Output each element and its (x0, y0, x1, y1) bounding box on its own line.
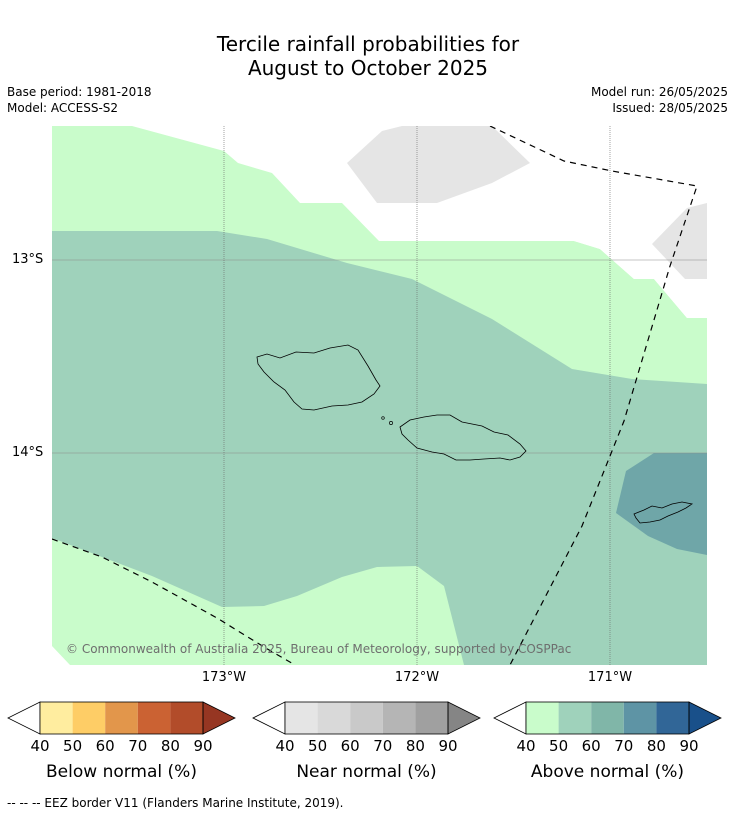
colorbar-below-tick-label: 90 (193, 737, 213, 755)
island-upolu (399, 414, 527, 461)
lat-label-14s: 14°S (12, 445, 44, 460)
issued-date: Issued: 28/05/2025 (612, 101, 728, 115)
colorbar-above-segment (623, 702, 657, 734)
region-white-top-right (574, 126, 707, 318)
colorbar-below-segment (170, 702, 203, 734)
meta-left: Base period: 1981-2018 Model: ACCESS-S2 (7, 84, 152, 116)
colorbar-above (493, 701, 722, 735)
colorbar-near-outline (284, 701, 449, 735)
colorbar-near-low-extend (252, 701, 286, 735)
region-white-bottom-left (52, 646, 70, 665)
colorbar-above-low-extend (493, 701, 527, 735)
region-above-60-70 (616, 453, 707, 555)
lon-label-173w: 173°W (201, 670, 247, 685)
colorbar-below (7, 701, 236, 735)
island-savaii (256, 344, 381, 411)
map-svg: © Commonwealth of Australia 2025, Bureau… (52, 126, 707, 665)
colorbar-below-high-extend (202, 701, 236, 735)
colorbar-above-segment (656, 702, 689, 734)
colorbar-below-segment (137, 702, 171, 734)
model-name: Model: ACCESS-S2 (7, 101, 119, 115)
title-line-1: Tercile rainfall probabilities for (216, 32, 520, 56)
colorbar-above-segment (591, 702, 624, 734)
colorbar-above-tick-label: 70 (614, 737, 634, 755)
colorbar-above-tick-label: 90 (679, 737, 699, 755)
eez-footnote: -- -- -- EEZ border V11 (Flanders Marine… (7, 796, 344, 810)
colorbar-above-segment (558, 702, 592, 734)
colorbar-above-segment (526, 702, 559, 734)
colorbar-near-high-extend (447, 701, 481, 735)
colorbar-below-tick-label: 80 (160, 737, 180, 755)
colorbar-near-segment (285, 702, 318, 734)
colorbar-near-segment (350, 702, 383, 734)
colorbar-near-tick-label: 40 (275, 737, 295, 755)
colorbar-near-tick-label: 60 (340, 737, 360, 755)
colorbar-below-outline (39, 701, 204, 735)
colorbar-above-tick-label: 80 (646, 737, 666, 755)
base-period: Base period: 1981-2018 (7, 85, 152, 99)
eez-border-east (489, 126, 698, 665)
lat-label-13s: 13°S (12, 252, 44, 267)
colorbar-near-tick-label: 70 (373, 737, 393, 755)
islet-manono (389, 421, 393, 425)
colorbar-above-tick-label: 40 (516, 737, 536, 755)
colorbar-below-tick-label: 50 (63, 737, 83, 755)
chart-title: Tercile rainfall probabilities for Augus… (0, 32, 736, 80)
island-tutuila (633, 501, 694, 524)
colorbar-above-high-extend (688, 701, 722, 735)
colorbar-below-segment (105, 702, 138, 734)
colorbar-near-segment (382, 702, 416, 734)
lon-label-172w: 172°W (394, 670, 440, 685)
colorbar-near-tick-label: 50 (308, 737, 328, 755)
colorbar-above-tick-label: 60 (581, 737, 601, 755)
colorbar-near-segment (317, 702, 351, 734)
meta-right: Model run: 26/05/2025 Issued: 28/05/2025 (591, 84, 728, 116)
colorbar-below-segment (40, 702, 73, 734)
colorbar-near-tick-label: 90 (438, 737, 458, 755)
title-line-2: August to October 2025 (247, 56, 489, 80)
colorbar-near (252, 701, 481, 735)
model-run: Model run: 26/05/2025 (590, 85, 728, 99)
colorbar-near-tick-label: 80 (405, 737, 425, 755)
lon-label-171w: 171°W (587, 670, 633, 685)
colorbar-below-tick-label: 70 (128, 737, 148, 755)
islet-apolima (381, 416, 385, 420)
colorbar-below-low-extend (7, 701, 41, 735)
colorbar-near-title: Near normal (%) (296, 762, 437, 782)
copyright-text: © Commonwealth of Australia 2025, Bureau… (66, 642, 571, 656)
map-panel: © Commonwealth of Australia 2025, Bureau… (52, 126, 707, 665)
eez-border-southwest (52, 538, 296, 665)
colorbar-below-segment (72, 702, 106, 734)
colorbar-above-outline (525, 701, 690, 735)
colorbar-below-tick-label: 60 (95, 737, 115, 755)
colorbar-near-segment (415, 702, 448, 734)
colorbar-above-tick-label: 50 (549, 737, 569, 755)
colorbar-above-title: Above normal (%) (530, 762, 685, 782)
region-above-50-60 (52, 231, 707, 665)
region-near-40-50-a (347, 126, 530, 203)
colorbar-below-title: Below normal (%) (46, 762, 197, 782)
colorbar-below-tick-label: 40 (30, 737, 50, 755)
